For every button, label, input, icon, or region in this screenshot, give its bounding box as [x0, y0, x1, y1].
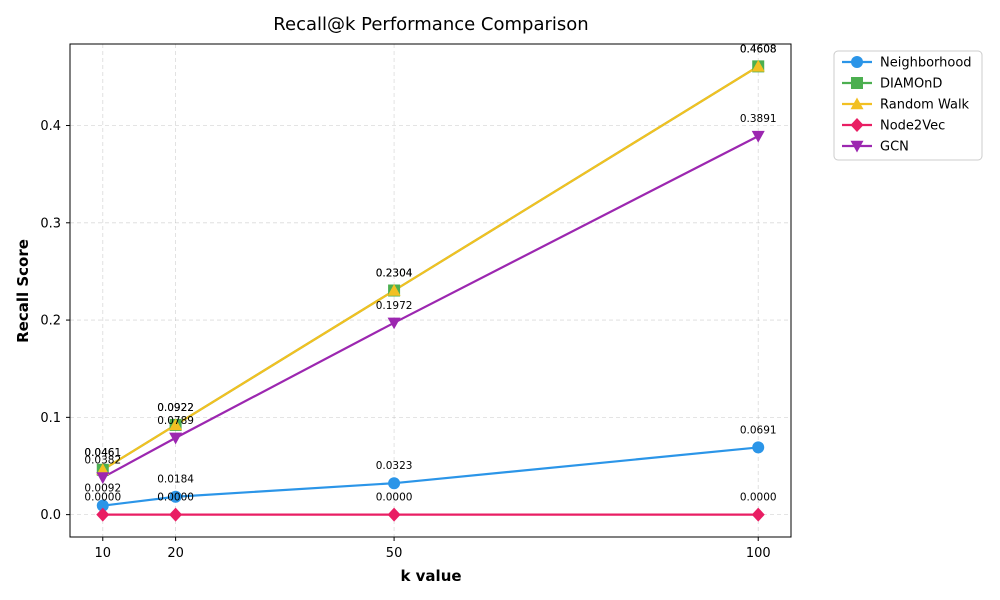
series-markers [96, 59, 765, 522]
y-tick-label: 0.0 [40, 508, 61, 523]
data-label-gcn: 0.0382 [84, 454, 121, 466]
legend-label-neighborhood: Neighborhood [880, 56, 972, 71]
data-label-random-walk: 0.4608 [740, 43, 777, 55]
data-label-random-walk: 0.2304 [376, 268, 413, 280]
point-gcn [387, 317, 401, 330]
data-label-diamond: 0.2304 [376, 268, 413, 280]
x-tick-label: 100 [746, 546, 771, 561]
series-line-neighborhood [102, 446, 759, 507]
plot-frame [69, 43, 792, 538]
legend-label-gcn: GCN [880, 140, 909, 155]
axis-ticks: 10 20 50 100 0.0 0.1 0.2 0.3 0.4 [40, 119, 770, 561]
legend-label-random-walk: Random Walk [880, 98, 970, 113]
y-axis-title: Recall Score [14, 239, 32, 343]
x-axis-title: k value [400, 567, 461, 585]
data-label-neighborhood: 0.0184 [157, 474, 194, 486]
data-label-gcn: 0.3891 [740, 113, 777, 125]
data-label-random-walk: 0.0461 [84, 447, 121, 459]
point-neighborhood [752, 441, 765, 454]
legend-frame [833, 50, 983, 161]
point-neighborhood [169, 490, 182, 503]
legend-marker-node2vec [850, 118, 864, 132]
data-label-node2vec: 0.0000 [740, 492, 777, 504]
data-label-diamond: 0.4608 [740, 43, 777, 55]
y-tick-label: 0.2 [40, 314, 61, 329]
series-line-random-walk [102, 65, 759, 471]
legend-marker-neighborhood [851, 56, 863, 68]
point-node2vec [169, 507, 183, 522]
point-gcn [169, 432, 183, 445]
legend-marker-gcn [850, 140, 864, 153]
legend-marker-diamond [851, 77, 863, 89]
data-labels: 0.0092 0.0184 0.0323 0.0691 0.0461 0.0922 0.23… [84, 43, 776, 503]
point-gcn [751, 130, 765, 143]
point-random-walk [96, 463, 110, 475]
y-tick-label: 0.3 [40, 216, 61, 231]
x-tick-label: 50 [386, 546, 403, 561]
grid [70, 44, 791, 537]
chart-title: Recall@k Performance Comparison [273, 14, 588, 35]
data-label-diamond: 0.0922 [157, 402, 194, 414]
legend-label-node2vec: Node2Vec [880, 119, 945, 134]
series-lines [102, 65, 759, 516]
data-label-gcn: 0.0789 [157, 415, 194, 427]
point-random-walk [751, 59, 765, 72]
data-label-node2vec: 0.0000 [84, 492, 121, 504]
data-label-random-walk: 0.0922 [157, 402, 194, 414]
point-random-walk [169, 418, 183, 431]
data-label-node2vec: 0.0000 [157, 492, 194, 504]
point-node2vec [96, 507, 110, 522]
point-neighborhood [96, 499, 109, 512]
data-label-neighborhood: 0.0691 [740, 424, 777, 436]
x-tick-label: 10 [94, 546, 111, 561]
data-label-node2vec: 0.0000 [376, 492, 413, 504]
data-label-neighborhood: 0.0323 [376, 460, 413, 472]
x-tick-label: 20 [167, 546, 184, 561]
y-tick-label: 0.1 [40, 411, 61, 426]
y-tick-label: 0.4 [40, 119, 61, 134]
point-gcn [96, 472, 110, 484]
point-random-walk [387, 284, 401, 296]
data-label-diamond: 0.0461 [84, 447, 121, 459]
data-label-neighborhood: 0.0092 [84, 483, 121, 495]
legend: Neighborhood DIAMOnD Random Walk Node2Vec GC… [833, 50, 983, 161]
point-node2vec [387, 507, 401, 522]
point-neighborhood [388, 477, 401, 490]
series-line-gcn [102, 135, 759, 479]
data-label-gcn: 0.1972 [376, 300, 413, 312]
legend-marker-random-walk [850, 97, 864, 110]
legend-label-diamond: DIAMOnD [880, 77, 942, 92]
point-node2vec [751, 507, 765, 522]
